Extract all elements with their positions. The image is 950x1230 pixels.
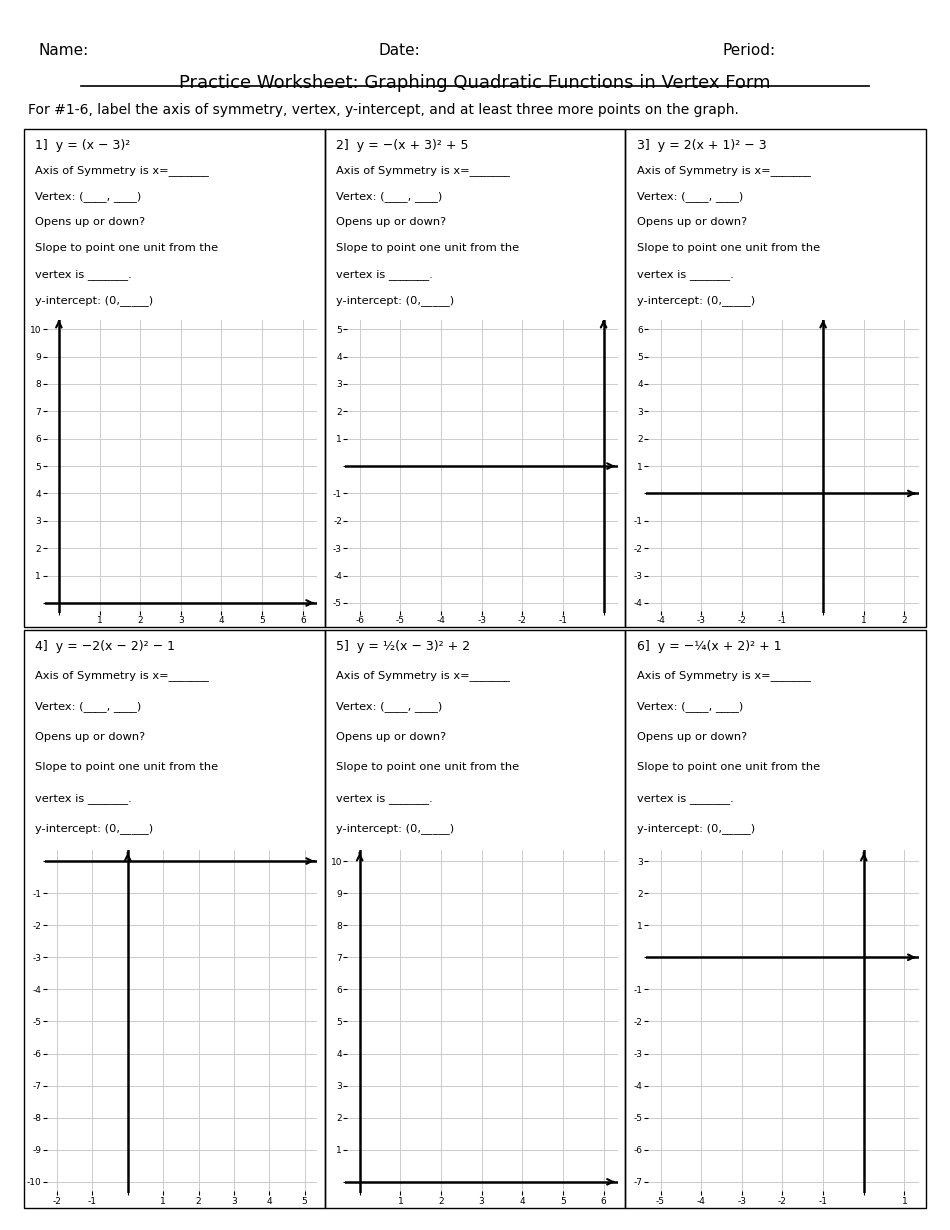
Text: y-intercept: (0,_____): y-intercept: (0,_____) — [636, 823, 755, 834]
Text: y-intercept: (0,_____): y-intercept: (0,_____) — [636, 295, 755, 306]
Text: Vertex: (____, ____): Vertex: (____, ____) — [336, 191, 443, 202]
Text: Opens up or down?: Opens up or down? — [336, 218, 446, 228]
Text: y-intercept: (0,_____): y-intercept: (0,_____) — [336, 823, 454, 834]
Text: Opens up or down?: Opens up or down? — [336, 732, 446, 742]
Text: 2]  y = −(x + 3)² + 5: 2] y = −(x + 3)² + 5 — [336, 139, 468, 153]
Text: vertex is _______.: vertex is _______. — [636, 793, 745, 803]
Text: vertex is _______.: vertex is _______. — [35, 793, 142, 803]
Text: 4]  y = −2(x − 2)² − 1: 4] y = −2(x − 2)² − 1 — [35, 640, 175, 653]
Text: Opens up or down?: Opens up or down? — [35, 732, 145, 742]
Text: Opens up or down?: Opens up or down? — [636, 732, 747, 742]
Text: y-intercept: (0,_____): y-intercept: (0,_____) — [35, 295, 153, 306]
Text: Axis of Symmetry is x=_______: Axis of Symmetry is x=_______ — [336, 165, 510, 176]
Text: y-intercept: (0,_____): y-intercept: (0,_____) — [35, 823, 153, 834]
Text: Vertex: (____, ____): Vertex: (____, ____) — [35, 191, 142, 202]
Text: Date:: Date: — [378, 43, 420, 58]
Text: Vertex: (____, ____): Vertex: (____, ____) — [35, 701, 142, 712]
Text: Slope to point one unit from the: Slope to point one unit from the — [35, 244, 218, 253]
Text: 3]  y = 2(x + 1)² − 3: 3] y = 2(x + 1)² − 3 — [636, 139, 767, 153]
Text: 6]  y = −¼(x + 2)² + 1: 6] y = −¼(x + 2)² + 1 — [636, 640, 782, 653]
Text: Slope to point one unit from the: Slope to point one unit from the — [336, 763, 519, 772]
Text: Vertex: (____, ____): Vertex: (____, ____) — [636, 191, 743, 202]
Text: vertex is _______.: vertex is _______. — [336, 793, 444, 803]
Text: 5]  y = ½(x − 3)² + 2: 5] y = ½(x − 3)² + 2 — [336, 640, 470, 653]
Text: Name:: Name: — [38, 43, 88, 58]
Text: Axis of Symmetry is x=_______: Axis of Symmetry is x=_______ — [636, 165, 810, 176]
Text: vertex is _______.: vertex is _______. — [35, 269, 142, 280]
Text: 1]  y = (x − 3)²: 1] y = (x − 3)² — [35, 139, 130, 153]
Text: For #1-6, label the axis of symmetry, vertex, y-intercept, and at least three mo: For #1-6, label the axis of symmetry, ve… — [28, 103, 739, 117]
Text: Slope to point one unit from the: Slope to point one unit from the — [636, 244, 820, 253]
Text: Axis of Symmetry is x=_______: Axis of Symmetry is x=_______ — [35, 670, 209, 681]
Text: Opens up or down?: Opens up or down? — [35, 218, 145, 228]
Text: Period:: Period: — [722, 43, 775, 58]
Text: Axis of Symmetry is x=_______: Axis of Symmetry is x=_______ — [336, 670, 510, 681]
Text: vertex is _______.: vertex is _______. — [636, 269, 745, 280]
Text: y-intercept: (0,_____): y-intercept: (0,_____) — [336, 295, 454, 306]
Text: Axis of Symmetry is x=_______: Axis of Symmetry is x=_______ — [35, 165, 209, 176]
Text: Vertex: (____, ____): Vertex: (____, ____) — [336, 701, 443, 712]
Text: Opens up or down?: Opens up or down? — [636, 218, 747, 228]
Text: Axis of Symmetry is x=_______: Axis of Symmetry is x=_______ — [636, 670, 810, 681]
Text: Vertex: (____, ____): Vertex: (____, ____) — [636, 701, 743, 712]
Text: Practice Worksheet: Graphing Quadratic Functions in Vertex Form: Practice Worksheet: Graphing Quadratic F… — [180, 74, 770, 92]
Text: Slope to point one unit from the: Slope to point one unit from the — [35, 763, 218, 772]
Text: Slope to point one unit from the: Slope to point one unit from the — [636, 763, 820, 772]
Text: Slope to point one unit from the: Slope to point one unit from the — [336, 244, 519, 253]
Text: vertex is _______.: vertex is _______. — [336, 269, 444, 280]
